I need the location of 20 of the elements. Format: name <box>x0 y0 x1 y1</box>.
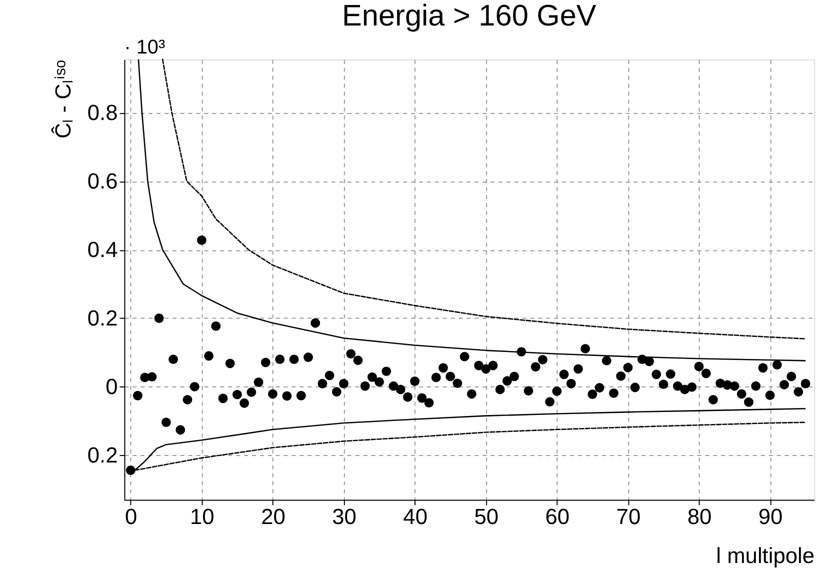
y-tick-label: 0.2 <box>87 442 118 468</box>
x-tick-label: 30 <box>332 504 356 530</box>
y-tick-label: 0.4 <box>87 237 118 262</box>
chart-title: Energia > 160 GeV <box>342 0 596 33</box>
x-tick-label: 40 <box>403 504 428 530</box>
x-tick-label: 10 <box>190 504 214 530</box>
y-axis-title: Ĉₗ - Cₗⁱˢᵒ <box>50 60 76 139</box>
y-tick-label: 0.6 <box>87 168 118 194</box>
y-tick-label: 0.2 <box>87 306 118 331</box>
x-tick-label: 90 <box>758 504 783 530</box>
text: · 10³ <box>124 36 166 58</box>
x-tick-label: 80 <box>687 504 712 530</box>
y-tick-label: 0 <box>106 374 118 400</box>
x-tick-label: 50 <box>474 504 499 530</box>
x-tick-label: 0 <box>125 504 138 530</box>
y-tick-label: 0.8 <box>87 100 118 126</box>
x-axis-title: l multipole <box>716 542 815 568</box>
x-tick-label: 70 <box>616 504 641 530</box>
x-tick-label: 20 <box>261 504 286 530</box>
x-tick-label: 60 <box>545 504 570 530</box>
